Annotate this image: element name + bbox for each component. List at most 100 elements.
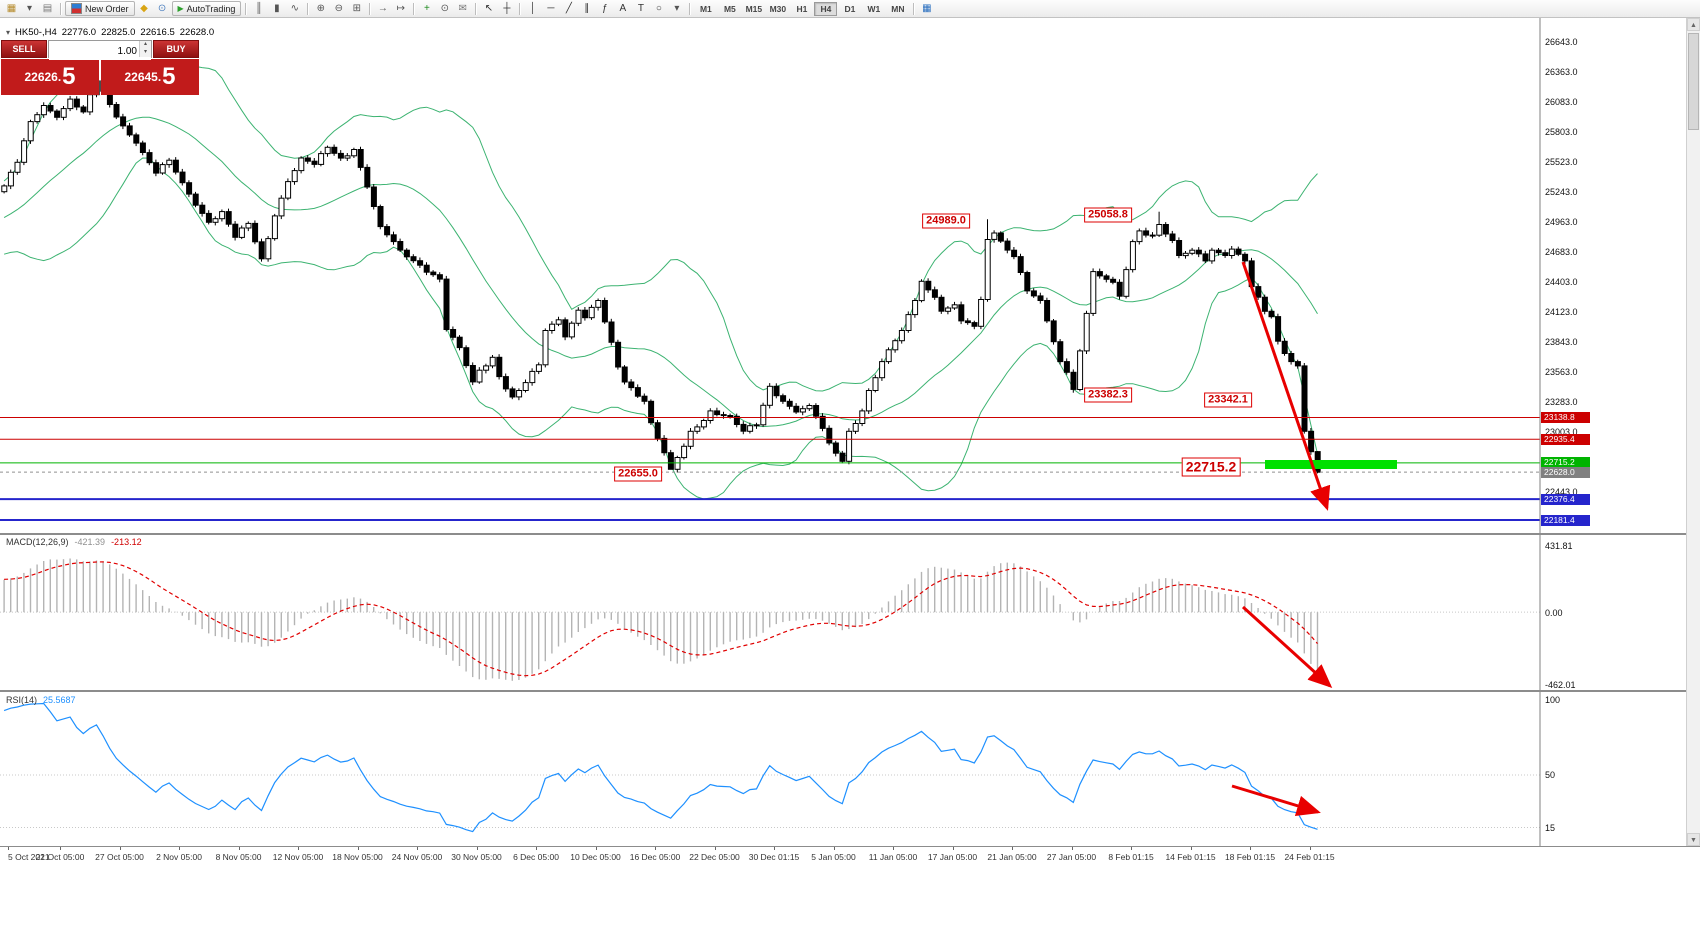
shapes-icon[interactable]: ○ <box>650 1 667 16</box>
text-icon[interactable]: A <box>614 1 631 16</box>
candle <box>1261 296 1268 312</box>
volume-input[interactable] <box>49 43 151 60</box>
candle <box>14 161 21 173</box>
volume-up-icon[interactable]: ▴ <box>140 41 151 49</box>
timeframe-m5[interactable]: M5 <box>718 2 741 16</box>
timeframe-m15[interactable]: M15 <box>742 2 765 16</box>
shapes-dropdown-icon[interactable]: ▾ <box>668 1 685 16</box>
green-highlight-zone[interactable] <box>1265 460 1397 469</box>
candle <box>766 385 773 406</box>
timeframe-h4[interactable]: H4 <box>814 1 838 16</box>
mailbox-icon[interactable]: ✉ <box>454 1 471 16</box>
timeframe-mn[interactable]: MN <box>886 2 909 16</box>
macd-label: MACD(12,26,9) -421.39 -213.12 <box>6 537 142 547</box>
bar-chart-icon[interactable]: ║ <box>250 1 267 16</box>
profiles-icon[interactable]: ▤ <box>39 1 56 16</box>
sell-price-display[interactable]: 22626. 5 <box>1 59 99 95</box>
candle <box>436 274 443 280</box>
indicators-add-icon[interactable]: + <box>418 1 435 16</box>
volume-down-icon[interactable]: ▾ <box>140 49 151 57</box>
tile-windows-icon[interactable]: ⊞ <box>348 1 365 16</box>
new-order-button[interactable]: New Order <box>65 1 135 16</box>
periods-icon[interactable]: ⊙ <box>436 1 453 16</box>
label-icon[interactable]: T <box>632 1 649 16</box>
horizontal-line-icon[interactable]: ─ <box>542 1 559 16</box>
candle <box>1136 230 1143 243</box>
candle <box>700 420 707 428</box>
main-chart[interactable] <box>0 18 1700 535</box>
vertical-scrollbar[interactable]: ▲ ▼ <box>1686 18 1700 846</box>
panel-separator[interactable] <box>0 533 1700 535</box>
macd-value-signal: -213.12 <box>111 537 142 547</box>
candle <box>496 356 503 378</box>
candle <box>166 159 173 166</box>
time-axis-tick <box>179 847 180 850</box>
experts-icon[interactable]: ⊙ <box>154 1 171 16</box>
volume-box: ▴ ▾ <box>48 40 152 60</box>
timeframe-m30[interactable]: M30 <box>766 2 789 16</box>
zoom-out-icon[interactable]: ⊖ <box>330 1 347 16</box>
candlestick-icon[interactable]: ▮ <box>268 1 285 16</box>
candle <box>1037 295 1044 301</box>
timeframe-d1[interactable]: D1 <box>838 2 861 16</box>
candle <box>1268 310 1275 318</box>
cursor-icon[interactable]: ↖ <box>480 1 497 16</box>
metaeditor-icon[interactable]: ◆ <box>136 1 153 16</box>
candle <box>707 410 714 421</box>
buy-price-display[interactable]: 22645. 5 <box>101 59 199 95</box>
candle <box>740 423 747 432</box>
time-axis-tick <box>1012 847 1013 850</box>
candle <box>793 405 800 413</box>
rsi-label: RSI(14) 25.5687 <box>6 695 76 705</box>
rsi-trend-arrow[interactable] <box>1231 784 1321 816</box>
zoom-in-icon[interactable]: ⊕ <box>312 1 329 16</box>
rsi-panel[interactable] <box>0 692 1700 846</box>
auto-scroll-icon[interactable]: → <box>374 1 391 16</box>
candle <box>925 280 932 291</box>
chart-dropdown-icon[interactable]: ▾ <box>21 1 38 16</box>
autotrading-button[interactable]: ▶ AutoTrading <box>171 1 242 16</box>
timeframe-h1[interactable]: H1 <box>790 2 813 16</box>
candle <box>885 349 892 363</box>
candle <box>865 390 872 412</box>
candle <box>1169 233 1176 241</box>
scroll-down-icon[interactable]: ▼ <box>1687 833 1700 846</box>
candle <box>225 211 232 225</box>
trend-arrow[interactable] <box>1241 261 1331 511</box>
candle <box>964 320 971 324</box>
docking-icon[interactable]: ▦ <box>918 1 935 16</box>
one-click-toggle-icon[interactable]: ▾ <box>6 28 11 37</box>
crosshair-icon[interactable]: ┼ <box>498 1 515 16</box>
vertical-line-icon[interactable]: │ <box>524 1 541 16</box>
candle <box>463 347 470 367</box>
time-axis-label: 27 Jan 05:00 <box>1046 852 1097 862</box>
candle <box>951 304 958 309</box>
macd-panel[interactable] <box>0 535 1700 690</box>
panel-separator[interactable] <box>0 690 1700 692</box>
scroll-up-icon[interactable]: ▲ <box>1687 18 1700 31</box>
candle <box>87 94 94 113</box>
scrollbar-thumb[interactable] <box>1688 33 1699 130</box>
sell-button[interactable]: SELL <box>1 40 47 58</box>
candle <box>852 423 859 432</box>
candle <box>1308 430 1315 453</box>
candle <box>661 437 668 454</box>
channel-icon[interactable]: ∥ <box>578 1 595 16</box>
buy-button[interactable]: BUY <box>153 40 199 58</box>
candle <box>582 309 589 319</box>
line-chart-icon[interactable]: ∿ <box>286 1 303 16</box>
chart-shift-icon[interactable]: ↦ <box>392 1 409 16</box>
candle <box>773 385 780 397</box>
candle <box>291 170 298 183</box>
candle <box>892 340 899 351</box>
new-chart-icon[interactable]: ▦ <box>3 1 20 16</box>
candle <box>846 430 853 462</box>
timeframe-w1[interactable]: W1 <box>862 2 885 16</box>
trendline-icon[interactable]: ╱ <box>560 1 577 16</box>
time-axis-tick <box>357 847 359 850</box>
time-axis-tick <box>714 847 716 850</box>
timeframe-m1[interactable]: M1 <box>694 2 717 16</box>
macd-trend-arrow[interactable] <box>1241 605 1333 689</box>
fibonacci-icon[interactable]: ƒ <box>596 1 613 16</box>
middle-band <box>3 116 1318 428</box>
